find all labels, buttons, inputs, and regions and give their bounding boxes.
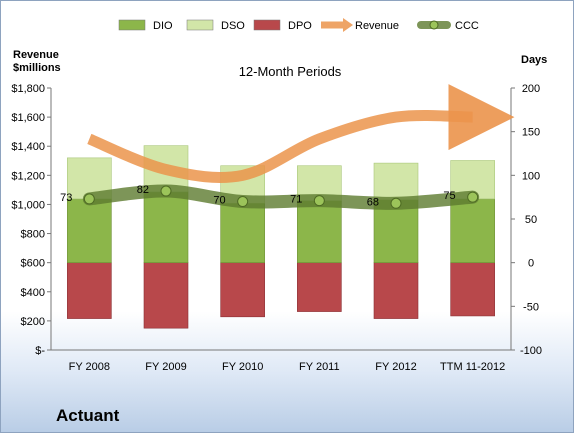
x-tick-label: TTM 11-2012 [440,361,505,373]
axes-layer: $- $200 $400 $600 $800 $1,000 $1,200 $1,400 $1,6… [11,83,542,373]
bar-dio-fy-2012 [373,199,419,263]
right-tick-label: 100 [522,170,540,182]
ccc-point-fy-2008 [83,193,95,205]
bar-dso-fy-2012 [373,162,419,201]
bar-dpo-fy-2008 [67,262,112,319]
left-tick-label: $1,200 [11,170,45,182]
bars-layer [67,145,495,329]
legend-ccc-marker [429,20,439,30]
ccc-data-label: 71 [290,194,302,206]
right-tick-label: -50 [523,301,539,313]
right-tick-label: 50 [525,214,537,226]
ccc-point-fy-2011 [313,195,325,207]
x-tick-label: FY 2008 [69,361,110,373]
legend-dso-label: DSO [221,20,245,32]
bar-dio-fy-2011 [297,200,342,263]
legend-dio-label: DIO [153,20,173,32]
x-tick-label: FY 2011 [299,361,340,373]
x-tick-label: FY 2009 [145,361,186,373]
legend-revenue-arrow [343,18,353,32]
bar-dpo-fy-2012 [373,262,419,319]
ccc-data-label: 82 [137,184,149,196]
ccc-point-fy-2010 [237,196,249,208]
left-tick-label: $800 [21,229,45,241]
bar-dpo-ttm-11-2012 [450,262,495,317]
left-tick-label: $600 [21,258,45,270]
company-name: Actuant [56,406,120,425]
revenue-line [87,84,515,183]
legend-revenue-label: Revenue [355,20,399,32]
lines-layer: 73 82 70 71 68 75 [60,84,515,210]
legend-dpo-swatch [253,19,281,31]
bar-dio-fy-2008 [67,198,112,263]
left-axis-label-line2: $millions [13,62,61,74]
bar-dio-ttm-11-2012 [450,198,495,263]
legend-dpo-label: DPO [288,20,312,32]
right-tick-label: 200 [522,83,540,95]
chart-title: 12-Month Periods [239,64,342,79]
legend-dso-swatch [186,19,214,31]
bar-dio-fy-2009 [143,191,189,263]
ccc-data-label: 73 [60,192,72,204]
ccc-point-fy-2009 [160,185,172,197]
ccc-data-label: 68 [367,196,379,208]
x-tick-label: FY 2012 [375,361,416,373]
left-axis-label-line1: Revenue [13,49,59,61]
legend-ccc-label: CCC [455,20,479,32]
bar-dpo-fy-2010 [220,262,265,318]
bar-dpo-fy-2011 [297,262,342,312]
ccc-point-ttm-11-2012 [467,191,479,203]
left-tick-label: $1,800 [11,83,45,95]
bar-dio-fy-2010 [220,202,265,263]
right-tick-label: 0 [528,258,534,270]
bar-dpo-fy-2009 [143,262,189,329]
x-tick-label: FY 2010 [222,361,263,373]
left-tick-label: $1,600 [11,112,45,124]
right-axis-label: Days [521,54,547,66]
ccc-line [82,184,480,210]
left-tick-label: $- [35,345,45,357]
left-tick-label: $1,400 [11,141,45,153]
left-tick-label: $1,000 [11,199,45,211]
legend-dio-swatch [118,19,146,31]
left-tick-label: $200 [21,316,45,328]
ccc-data-label: 75 [443,190,455,202]
legend: DIO DSO DPO Revenue CCC [118,18,479,32]
ccc-point-fy-2012 [390,197,402,209]
right-tick-label: 150 [522,127,540,139]
right-tick-label: -100 [520,345,542,357]
ccc-data-label: 70 [213,195,225,207]
left-tick-label: $400 [21,287,45,299]
